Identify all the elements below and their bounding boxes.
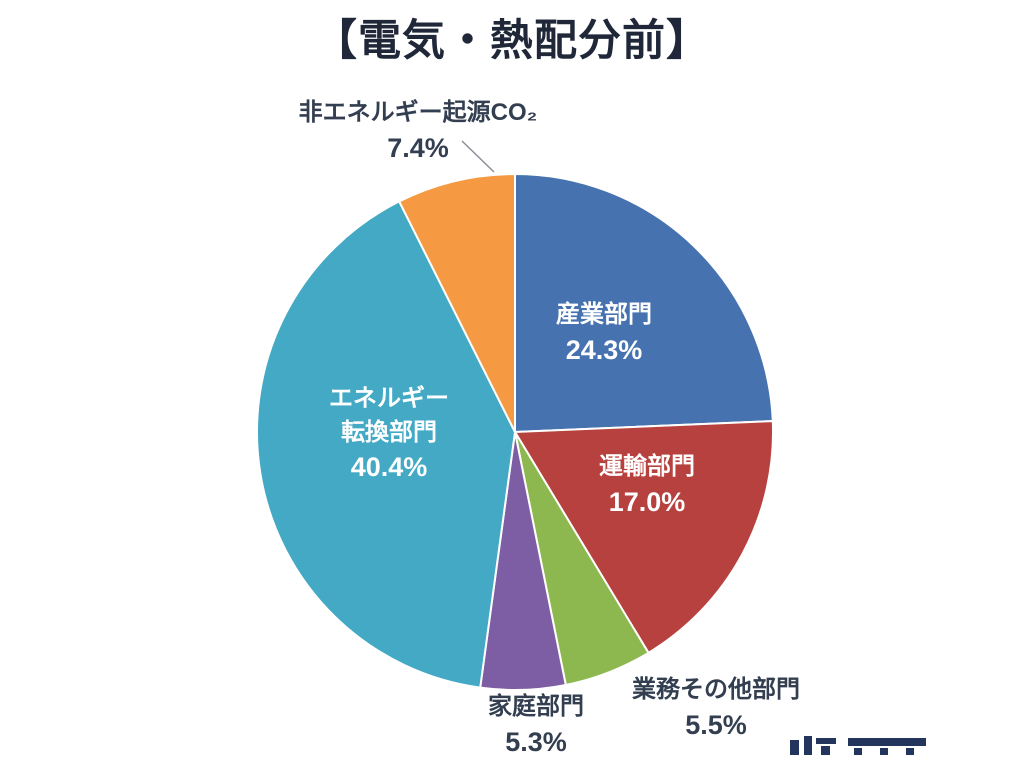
label-commercial-other-percent: 5.5% — [685, 709, 747, 740]
pie-slice-6[interactable] — [397, 172, 516, 433]
label-transport: 運輸部門 17.0% — [547, 450, 747, 521]
label-energy-conversion: エネルギー 転換部門 40.4% — [289, 382, 489, 487]
label-transport-percent: 17.0% — [608, 486, 686, 517]
label-commercial-other: 業務その他部門 5.5% — [616, 673, 816, 744]
label-industry-percent: 24.3% — [565, 334, 643, 365]
pie-slice-2[interactable] — [513, 420, 775, 655]
label-non-energy-co2-name: 非エネルギー起源CO₂ — [298, 99, 538, 126]
label-household: 家庭部門 5.3% — [436, 690, 636, 761]
label-leader-line — [461, 140, 495, 173]
pie-slice-5[interactable] — [256, 200, 517, 689]
clipped-text-fragment — [790, 736, 926, 755]
label-non-energy-co2: 非エネルギー起源CO₂ 7.4% — [263, 96, 573, 167]
label-household-name: 家庭部門 — [488, 693, 584, 720]
label-household-percent: 5.3% — [505, 726, 567, 757]
label-energy-conversion-line2: 転換部門 — [341, 418, 437, 446]
label-energy-conversion-line1: エネルギー — [329, 385, 449, 412]
chart-title: 【電気・熱配分前】 — [314, 17, 710, 65]
label-industry-name: 産業部門 — [556, 301, 652, 328]
pie-slice-1[interactable] — [514, 172, 774, 434]
label-transport-name: 運輸部門 — [599, 453, 695, 480]
label-energy-conversion-percent: 40.4% — [350, 452, 428, 483]
label-commercial-other-name: 業務その他部門 — [632, 676, 800, 703]
label-non-energy-co2-percent: 7.4% — [387, 132, 449, 163]
pie-slices — [256, 172, 775, 691]
label-industry: 産業部門 24.3% — [504, 298, 704, 369]
